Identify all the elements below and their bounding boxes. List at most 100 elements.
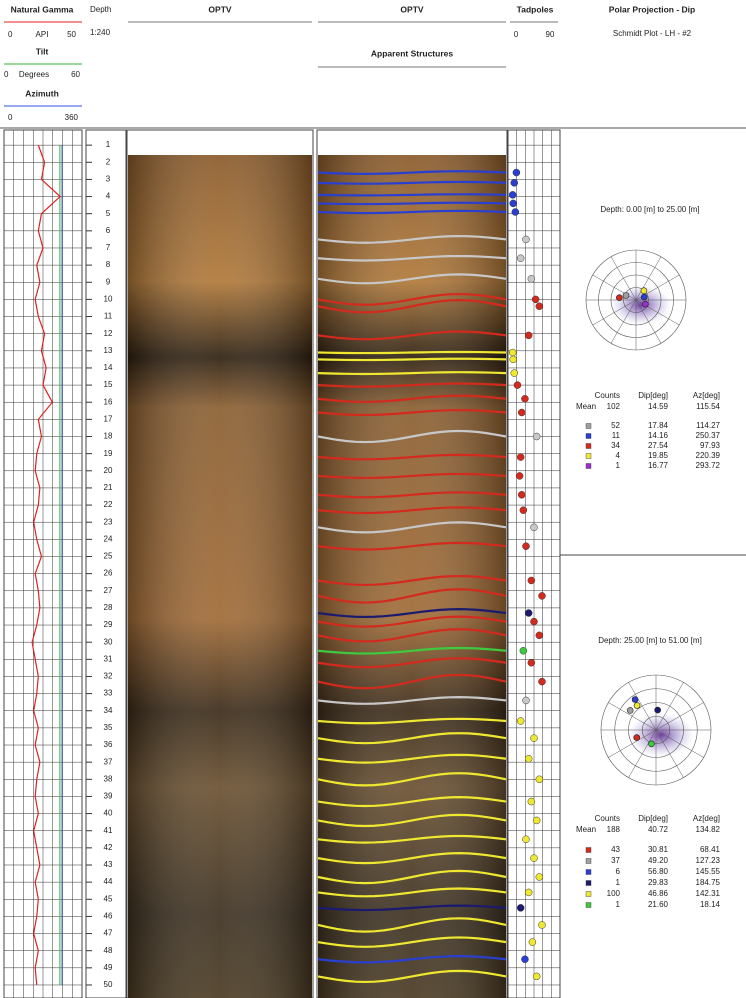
- tadpole: [520, 647, 527, 654]
- depth-label: 48: [104, 946, 113, 955]
- depth-label: 12: [104, 329, 113, 338]
- optv-title: OPTV: [208, 4, 231, 14]
- gamma-max: 50: [67, 30, 76, 39]
- row-cell: 293.72: [696, 461, 721, 470]
- depth-label: 18: [104, 432, 113, 441]
- tadpole: [520, 507, 527, 514]
- gamma-min: 0: [8, 30, 13, 39]
- depth-label: 41: [104, 826, 113, 835]
- tadpole: [528, 798, 535, 805]
- tadpole: [539, 678, 546, 685]
- row-cell: 114.27: [696, 421, 720, 430]
- pole-mean: [648, 741, 654, 747]
- row-cell: 100: [607, 889, 621, 898]
- tadpole: [510, 200, 517, 207]
- tadpole: [536, 632, 543, 639]
- panel-title: Depth: 0.00 [m] to 25.00 [m]: [600, 205, 699, 214]
- row-cell: 56.80: [648, 867, 669, 876]
- row-cell: 49.20: [648, 856, 669, 865]
- mean-cell: 40.72: [648, 825, 669, 834]
- tadpole: [532, 296, 539, 303]
- depth-label: 37: [104, 757, 113, 766]
- row-cell: 17.84: [648, 421, 669, 430]
- row-cell: 19.85: [648, 451, 669, 460]
- depth-label: 24: [104, 534, 113, 543]
- row-cell: 52: [611, 421, 620, 430]
- panel-title: Depth: 25.00 [m] to 51.00 [m]: [598, 636, 702, 645]
- depth-label: 36: [104, 740, 113, 749]
- tadpole: [517, 718, 524, 725]
- depth-label: 16: [104, 397, 113, 406]
- structure-trace: [318, 194, 506, 195]
- tadpole: [518, 491, 525, 498]
- row-cell: 1: [616, 900, 621, 909]
- depth-label: 20: [104, 466, 113, 475]
- depth-label: 44: [104, 877, 113, 886]
- pole-mean: [616, 295, 622, 301]
- row-swatch: [586, 870, 591, 875]
- tadpole: [509, 349, 516, 356]
- column-header: Az[deg]: [693, 814, 720, 823]
- tadpole: [512, 208, 519, 215]
- depth-label: 31: [104, 654, 113, 663]
- row-swatch: [586, 859, 591, 864]
- depth-label: 47: [104, 929, 113, 938]
- row-swatch: [586, 454, 591, 459]
- row-cell: 184.75: [696, 878, 721, 887]
- tadpole: [533, 817, 540, 824]
- structures-subtitle: Apparent Structures: [371, 48, 453, 58]
- mean-cell: 134.82: [696, 825, 721, 834]
- tadpole: [539, 921, 546, 928]
- depth-label: 3: [106, 175, 111, 184]
- row-cell: 21.60: [648, 900, 669, 909]
- pole-mean: [634, 703, 640, 709]
- row-cell: 16.77: [648, 461, 669, 470]
- pole-mean: [634, 735, 640, 741]
- tadpole: [518, 409, 525, 416]
- tadpole: [517, 904, 524, 911]
- depth-label: 50: [104, 980, 113, 989]
- row-cell: 43: [611, 845, 620, 854]
- mean-cell: Mean: [576, 402, 596, 411]
- depth-label: 42: [104, 843, 113, 852]
- tadpole: [533, 433, 540, 440]
- tadpole: [523, 236, 530, 243]
- depth-title: Depth: [90, 5, 111, 14]
- depth-label: 49: [104, 963, 113, 972]
- column-header: Dip[deg]: [638, 391, 668, 400]
- depth-label: 17: [104, 414, 113, 423]
- depth-label: 23: [104, 517, 113, 526]
- column-header: Counts: [595, 391, 620, 400]
- row-swatch: [586, 424, 591, 429]
- tadpole: [517, 255, 524, 262]
- depth-label: 38: [104, 774, 113, 783]
- tadpole: [523, 697, 530, 704]
- tadpole: [531, 524, 538, 531]
- tilt-min: 0: [4, 70, 9, 79]
- tadpole: [523, 836, 530, 843]
- row-cell: 250.37: [696, 431, 721, 440]
- depth-label: 28: [104, 603, 113, 612]
- azimuth-min: 0: [8, 113, 13, 122]
- depth-label: 25: [104, 552, 113, 561]
- tadpole: [513, 169, 520, 176]
- structures-title: OPTV: [400, 4, 423, 14]
- depth-label: 8: [106, 260, 111, 269]
- depth-label: 26: [104, 569, 113, 578]
- tadpole: [510, 356, 517, 363]
- depth-label: 9: [106, 277, 111, 286]
- tadpole: [531, 735, 538, 742]
- tadpole: [528, 275, 535, 282]
- row-swatch: [586, 903, 591, 908]
- mean-cell: 115.54: [696, 402, 720, 411]
- pole-mean: [623, 292, 629, 298]
- depth-label: 35: [104, 723, 113, 732]
- header: Natural Gamma 0 API 50 Tilt 0 Degrees 60…: [0, 4, 746, 128]
- tilt-title: Tilt: [36, 46, 49, 56]
- tadpole: [511, 179, 518, 186]
- structure-trace: [318, 352, 506, 353]
- mean-cell: 102: [607, 402, 621, 411]
- tadpole: [539, 592, 546, 599]
- row-cell: 46.86: [648, 889, 669, 898]
- depth-label: 32: [104, 672, 113, 681]
